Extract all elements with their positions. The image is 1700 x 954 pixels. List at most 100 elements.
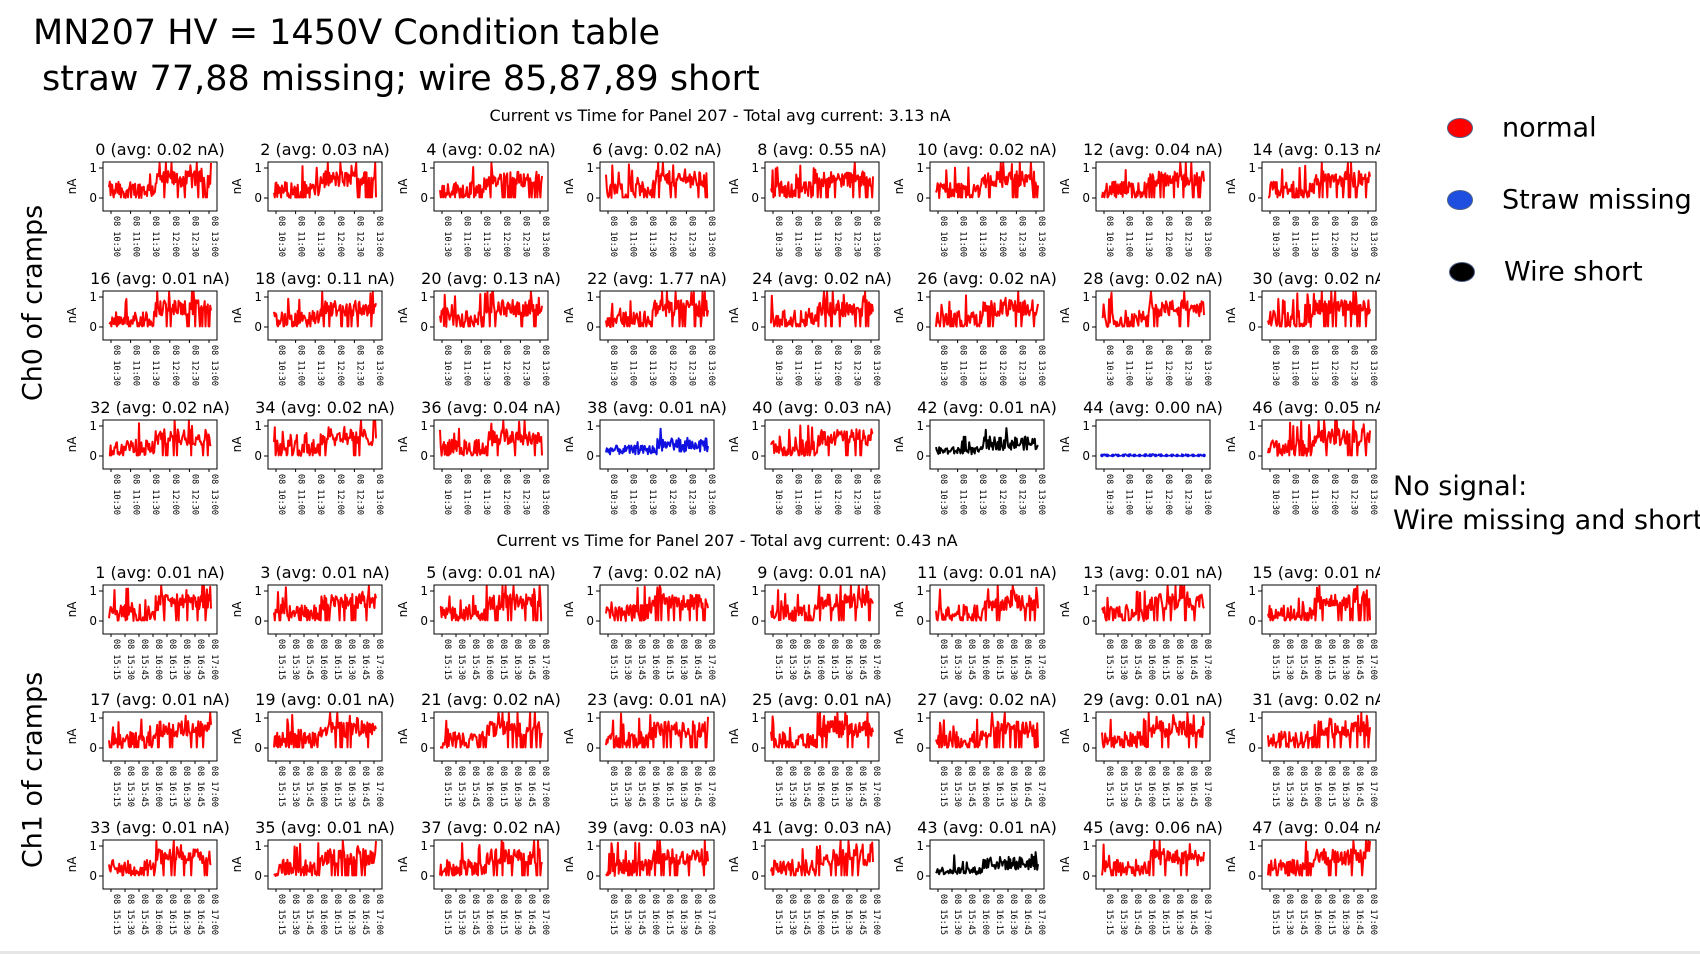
x-tick-label: 08 15:45 (470, 639, 480, 680)
x-tick-label: 08 15:15 (773, 766, 783, 807)
x-tick-label: 08 12:30 (189, 216, 199, 257)
x-tick-label: 08 10:30 (1270, 216, 1280, 257)
x-tick-label: 08 12:30 (1348, 345, 1358, 386)
panel-title: 22 (avg: 1.77 nA) (587, 269, 727, 288)
y-tick-label: 0 (916, 869, 924, 883)
y-axis-label: nA (892, 307, 906, 324)
x-tick-label: 08 12:00 (832, 474, 842, 515)
x-tick-label: 08 11:00 (131, 216, 141, 257)
axes-frame (267, 584, 383, 635)
y-tick-label: 1 (1082, 711, 1090, 725)
x-tick-label: 08 16:15 (332, 766, 342, 807)
axes-frame (102, 161, 218, 212)
x-tick-label: 08 10:30 (111, 474, 121, 515)
x-tick-label: 08 16:15 (498, 766, 508, 807)
series-marker (1180, 453, 1185, 458)
x-tick-label: 08 16:45 (857, 639, 867, 680)
x-tick-label: 08 13:00 (1036, 345, 1046, 386)
x-tick-label: 08 17:00 (374, 894, 384, 935)
x-tick-label: 08 11:30 (150, 216, 160, 257)
x-tick-label: 08 10:30 (608, 345, 618, 386)
plot-panel-30: 30 (avg: 0.02 nA nA 0 1 08 10:30 08 11:00 08 1… (1224, 269, 1380, 386)
x-tick-label: 08 13:00 (706, 345, 716, 386)
x-tick-label: 08 16:00 (484, 639, 494, 680)
x-tick-label: 08 10:30 (938, 474, 948, 515)
x-tick-label: 08 11:30 (481, 345, 491, 386)
axes-frame (929, 290, 1045, 341)
axes-frame (1261, 290, 1377, 341)
series-line (1267, 162, 1371, 199)
y-axis-label: nA (396, 436, 410, 453)
x-tick-label: 08 16:00 (1312, 766, 1322, 807)
x-tick-label: 08 16:30 (181, 766, 191, 807)
series-line (935, 712, 1039, 749)
x-tick-label: 08 17:00 (871, 894, 881, 935)
y-axis-label: nA (1224, 728, 1238, 745)
panel-title: 3 (avg: 0.01 nA) (260, 563, 389, 582)
x-tick-label: 08 16:30 (346, 766, 356, 807)
y-tick-label: 1 (751, 161, 759, 175)
x-tick-label: 08 11:00 (296, 474, 306, 515)
x-tick-label: 08 15:30 (456, 639, 466, 680)
x-tick-label: 08 16:45 (1354, 639, 1364, 680)
panel-title: 31 (avg: 0.02 nA (1252, 690, 1380, 709)
x-tick-label: 08 15:30 (622, 639, 632, 680)
x-tick-label: 08 16:45 (692, 894, 702, 935)
x-tick-label: 08 15:15 (773, 894, 783, 935)
x-tick-label: 08 11:30 (481, 474, 491, 515)
x-tick-label: 08 11:00 (296, 216, 306, 257)
axes-frame (1261, 839, 1377, 890)
y-axis-label: nA (396, 601, 410, 618)
y-tick-label: 0 (586, 449, 594, 463)
plot-panel-37: 37 (avg: 0.02 nA) nA 0 1 08 15:15 08 15:30 08 … (396, 818, 561, 935)
panel-title: 32 (avg: 0.02 nA) (90, 398, 230, 417)
series-line (1101, 712, 1205, 749)
x-tick-label: 08 16:30 (678, 639, 688, 680)
panel-title: 25 (avg: 0.01 nA) (752, 690, 892, 709)
series-marker (1175, 453, 1179, 458)
x-tick-label: 08 11:30 (481, 216, 491, 257)
y-tick-label: 1 (1082, 839, 1090, 853)
plot-panel-35: 35 (avg: 0.01 nA) nA 0 1 08 15:15 08 15:30 08 … (230, 818, 395, 935)
series-line (108, 840, 212, 877)
x-tick-label: 08 15:45 (304, 639, 314, 680)
series-marker (1100, 453, 1104, 458)
x-tick-label: 08 13:00 (209, 474, 219, 515)
x-tick-label: 08 11:30 (315, 474, 325, 515)
series-line (770, 712, 874, 749)
x-tick-label: 08 17:00 (1036, 639, 1046, 680)
plot-panel-7: 7 (avg: 0.02 nA) nA 0 1 08 15:15 08 15:30 08 1… (562, 563, 722, 680)
series-line (1267, 291, 1371, 328)
y-tick-label: 0 (1082, 449, 1090, 463)
y-tick-label: 1 (586, 584, 594, 598)
x-tick-label: 08 16:30 (843, 894, 853, 935)
y-tick-label: 0 (89, 191, 97, 205)
series-line (439, 585, 543, 622)
x-tick-label: 08 15:30 (1118, 639, 1128, 680)
plot-panel-23: 23 (avg: 0.01 nA) nA 0 1 08 15:15 08 15:30 08 … (562, 690, 727, 807)
x-tick-label: 08 16:30 (843, 639, 853, 680)
panel-title: 44 (avg: 0.00 nA) (1083, 398, 1223, 417)
y-tick-label: 1 (254, 161, 262, 175)
x-tick-label: 08 13:00 (209, 216, 219, 257)
x-tick-label: 08 12:30 (686, 345, 696, 386)
series-line (273, 420, 377, 457)
x-tick-label: 08 13:00 (871, 474, 881, 515)
series-line (935, 291, 1039, 328)
x-tick-label: 08 12:30 (851, 216, 861, 257)
y-tick-label: 0 (89, 614, 97, 628)
panel-title: 46 (avg: 0.05 nA (1252, 398, 1380, 417)
series-line (1267, 585, 1371, 622)
y-tick-label: 0 (916, 320, 924, 334)
axes-frame (102, 711, 218, 762)
plot-panel-2: 2 (avg: 0.03 nA) nA 0 1 08 10:30 08 11:00 08 1… (230, 140, 390, 257)
x-tick-label: 08 10:30 (1270, 474, 1280, 515)
y-axis-label: nA (1224, 307, 1238, 324)
panel-title: 6 (avg: 0.02 nA) (592, 140, 721, 159)
x-tick-label: 08 11:00 (1124, 345, 1134, 386)
x-tick-label: 08 15:30 (1284, 639, 1294, 680)
y-tick-label: 1 (751, 839, 759, 853)
x-tick-label: 08 15:30 (290, 639, 300, 680)
panel-title: 35 (avg: 0.01 nA) (255, 818, 395, 837)
series-line (1101, 291, 1205, 328)
